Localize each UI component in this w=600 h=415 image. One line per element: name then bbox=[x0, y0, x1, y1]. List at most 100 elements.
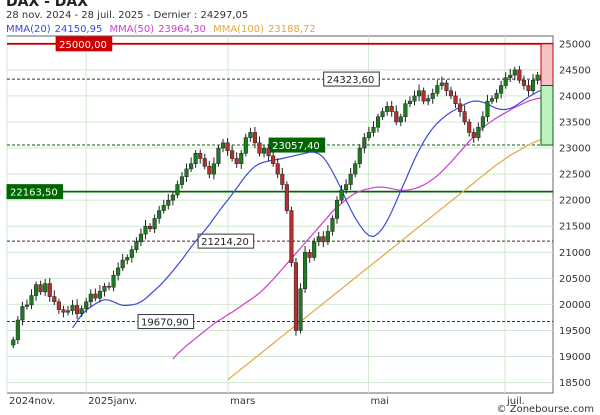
candle-body bbox=[521, 80, 526, 86]
candle-body bbox=[166, 199, 171, 206]
legend-ma100-name: MMA(100) bbox=[213, 24, 265, 35]
candle-body bbox=[439, 82, 444, 86]
candle-body bbox=[125, 257, 130, 261]
candle-body bbox=[394, 111, 399, 123]
level-label: 25000,00 bbox=[59, 40, 107, 51]
chart-subtitle: 28 nov. 2024 - 28 juil. 2025 - Dernier :… bbox=[6, 10, 249, 21]
ma20-line bbox=[72, 87, 547, 329]
level-label-box bbox=[55, 36, 113, 52]
candle-body bbox=[198, 153, 203, 159]
y-tick-label: 19500 bbox=[559, 326, 591, 337]
level-label-box bbox=[323, 71, 380, 87]
candle-body bbox=[339, 189, 344, 201]
candle-body bbox=[116, 267, 121, 276]
candle-body bbox=[248, 132, 253, 138]
legend-ma50-value: 23964,30 bbox=[158, 24, 206, 35]
candle-body bbox=[193, 153, 198, 164]
y-tick-label: 19000 bbox=[559, 352, 591, 363]
candle-body bbox=[252, 132, 257, 144]
candle-body bbox=[239, 153, 244, 164]
candle-body bbox=[157, 210, 162, 219]
candle-body bbox=[43, 283, 48, 293]
candle-body bbox=[280, 173, 285, 185]
candle-body bbox=[385, 106, 390, 112]
candle-body bbox=[29, 295, 34, 306]
target-zone-up bbox=[540, 43, 554, 87]
candle-body bbox=[526, 85, 531, 91]
candle-body bbox=[421, 90, 426, 102]
candle-body bbox=[266, 147, 271, 157]
legend-ma100-value: 23188,72 bbox=[268, 24, 316, 35]
candle-body bbox=[225, 142, 230, 151]
candle-body bbox=[111, 274, 116, 288]
candle-body bbox=[348, 173, 353, 185]
y-tick-label: 21500 bbox=[559, 222, 591, 233]
candle-body bbox=[412, 95, 417, 102]
candle-body bbox=[20, 306, 25, 321]
candle-body bbox=[175, 184, 180, 196]
candle-body bbox=[512, 69, 517, 76]
legend-ma20-name: MMA(20) bbox=[6, 24, 51, 35]
candle-body bbox=[334, 199, 340, 219]
candle-body bbox=[462, 111, 467, 123]
legend: MMA(20) 24150,95 MMA(50) 23964,30 MMA(100)… bbox=[6, 24, 320, 35]
candle-body bbox=[403, 103, 408, 118]
candle-body bbox=[207, 166, 212, 175]
candle-body bbox=[138, 233, 143, 243]
level-label: 19670,90 bbox=[141, 318, 189, 329]
candle-body bbox=[84, 301, 89, 309]
candle-body bbox=[398, 116, 403, 123]
candle-body bbox=[417, 90, 422, 97]
level-label: 21214,20 bbox=[201, 237, 249, 248]
candle-body bbox=[489, 98, 495, 102]
candle-body bbox=[508, 74, 513, 78]
x-tick-label: 2025janv. bbox=[88, 396, 137, 407]
candle-body bbox=[234, 158, 239, 164]
candle-body bbox=[52, 296, 57, 303]
candle-body bbox=[467, 121, 472, 133]
candle-body bbox=[75, 305, 80, 315]
candle-body bbox=[271, 155, 276, 164]
candle-body bbox=[480, 116, 485, 128]
candle-body bbox=[170, 194, 175, 201]
level-label: 24323,60 bbox=[327, 75, 375, 86]
candle-body bbox=[97, 291, 102, 299]
candle-body bbox=[344, 184, 349, 190]
candle-body bbox=[61, 309, 66, 313]
candle-body bbox=[407, 100, 412, 105]
candle-body bbox=[15, 319, 20, 341]
candle-body bbox=[535, 74, 540, 81]
candle-body bbox=[129, 249, 134, 258]
chart-title: DAX - DAX bbox=[6, 0, 89, 10]
x-tick-label: juil. bbox=[506, 396, 525, 407]
candle-body bbox=[357, 147, 362, 164]
y-tick-label: 24000 bbox=[559, 91, 591, 102]
candle-body bbox=[230, 150, 235, 159]
candle-body bbox=[284, 184, 289, 211]
candle-body bbox=[102, 285, 107, 292]
candle-body bbox=[152, 218, 157, 230]
credit: © Zonebourse.com bbox=[496, 404, 594, 415]
candle-body bbox=[211, 163, 216, 175]
candle-body bbox=[120, 259, 125, 269]
candle-body bbox=[79, 308, 84, 315]
plot-area bbox=[6, 35, 554, 394]
candle-body bbox=[134, 241, 139, 250]
candle-body bbox=[275, 163, 280, 175]
candle-body bbox=[11, 339, 16, 346]
candle-body bbox=[184, 168, 189, 177]
candle-body bbox=[389, 106, 394, 112]
candle-body bbox=[471, 132, 476, 138]
y-tick-label: 23500 bbox=[559, 117, 591, 128]
candle-body bbox=[261, 147, 267, 154]
candle-body bbox=[65, 310, 71, 313]
level-label: 23057,40 bbox=[272, 141, 320, 152]
candle-body bbox=[106, 285, 112, 288]
candle-body bbox=[371, 126, 376, 133]
x-tick-label: mars bbox=[230, 396, 255, 407]
candle-body bbox=[148, 225, 153, 230]
y-tick-label: 22000 bbox=[559, 196, 591, 207]
candle-body bbox=[325, 231, 330, 243]
candle-body bbox=[47, 283, 52, 297]
